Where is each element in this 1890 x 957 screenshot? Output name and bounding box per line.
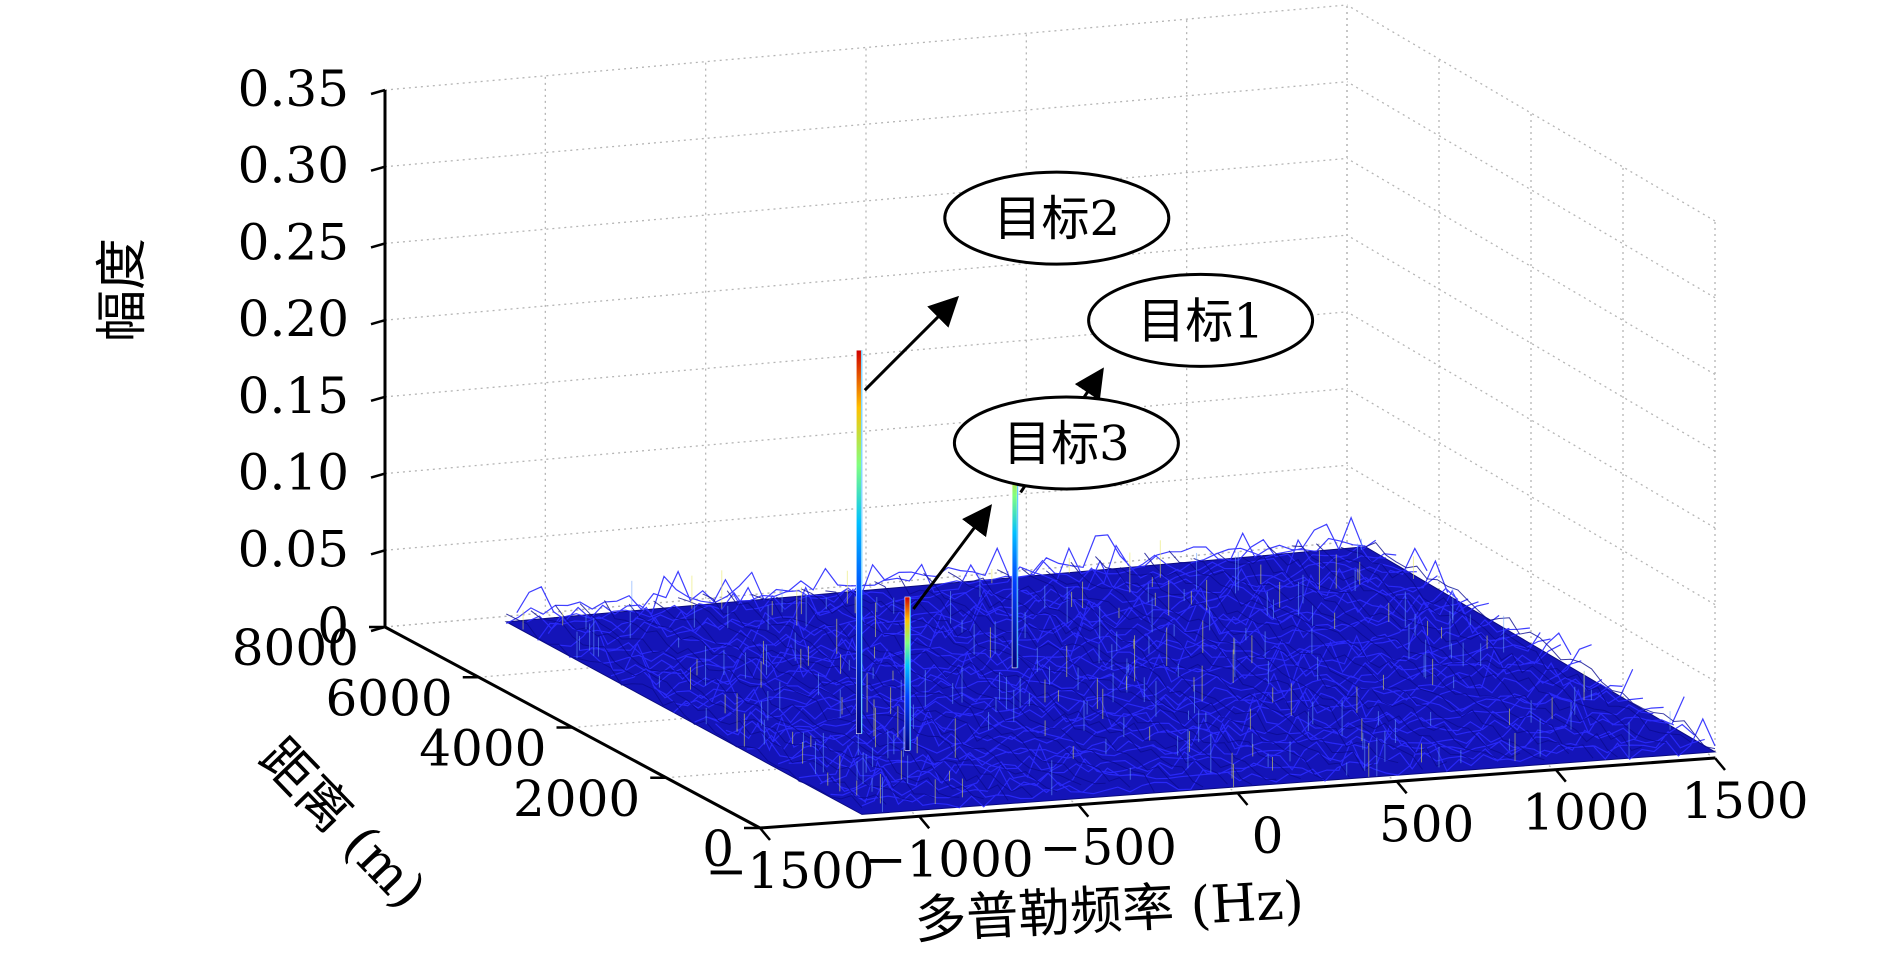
tick-labels: 0 0.05 0.10 0.15 0.20 0.25 0.30 0.35 0 2000400060…	[232, 60, 1809, 900]
x-tick-label: 0	[1252, 807, 1284, 865]
z-tick-label: 0.15	[238, 367, 349, 425]
z-tick-label: 0.30	[238, 137, 349, 195]
x-tick-label: −1000	[865, 830, 1034, 888]
x-tick-label: 500	[1379, 795, 1474, 853]
x-tick-mark	[759, 827, 771, 841]
z-tick-label: 0	[317, 597, 349, 655]
surface-mesh-cross	[506, 541, 1716, 809]
callout-label: 目标1	[1137, 293, 1264, 349]
z-axis-title: 幅度	[93, 238, 153, 342]
z-tick-label: 0.05	[238, 520, 349, 578]
target-callouts: 目标1 目标2 目标3	[863, 170, 1315, 610]
target-peak	[855, 349, 862, 735]
grid-line	[1346, 234, 1716, 452]
x-tick-label: −500	[1040, 819, 1177, 877]
z-tick-mark	[370, 549, 386, 556]
callout-bubble	[952, 395, 1180, 491]
y-tick-label: 2000	[513, 770, 640, 828]
grid-line	[1346, 464, 1716, 682]
grid-line	[1346, 4, 1716, 222]
callout-label: 目标3	[1003, 416, 1130, 472]
target-peak	[904, 596, 911, 751]
z-tick-label: 0.20	[238, 290, 349, 348]
z-tick-mark	[370, 242, 386, 249]
data-surface	[504, 515, 1717, 815]
x-tick-mark	[1554, 768, 1567, 783]
y-tick-label: 6000	[326, 669, 453, 727]
x-tick-label: 1000	[1522, 784, 1649, 842]
y-axis-title: 距离 (m)	[248, 728, 437, 921]
z-tick-mark	[370, 472, 386, 479]
z-tick-mark	[370, 88, 386, 96]
callout-label: 目标2	[994, 191, 1121, 247]
grid-line	[384, 4, 1348, 91]
grid-line	[1346, 157, 1716, 375]
grid-line	[384, 541, 1348, 628]
grid-line	[1346, 388, 1716, 606]
grid-line	[1346, 81, 1716, 299]
x-tick-mark	[1236, 792, 1249, 806]
callout-arrow	[912, 504, 992, 610]
z-tick-mark	[370, 318, 386, 326]
callout-bubble	[943, 170, 1171, 266]
y-tick-label: 0	[702, 820, 734, 878]
grid-line	[384, 81, 1348, 168]
x-tick-label: 1500	[1681, 772, 1808, 830]
z-tick-label: 0.25	[238, 213, 349, 271]
callout-bubble	[1087, 272, 1315, 368]
grid-line	[384, 157, 1348, 245]
grid-line	[384, 387, 1348, 475]
x-tick-mark	[918, 815, 931, 830]
z-tick-mark	[370, 165, 386, 172]
x-tick-label: −1500	[705, 842, 874, 900]
z-tick-mark	[370, 395, 386, 403]
y-tick-label: 4000	[419, 720, 546, 778]
x-tick-mark	[1077, 803, 1090, 818]
y-tick-label: 8000	[232, 619, 359, 677]
grid-line	[384, 464, 1348, 551]
x-tick-mark	[1395, 780, 1408, 795]
z-tick-label: 0.35	[238, 60, 349, 118]
x-tick-mark	[1714, 757, 1726, 771]
grid-line	[384, 234, 1348, 321]
callout-arrow	[863, 295, 960, 392]
z-tick-label: 0.10	[238, 444, 349, 502]
grid-line	[1346, 311, 1716, 529]
